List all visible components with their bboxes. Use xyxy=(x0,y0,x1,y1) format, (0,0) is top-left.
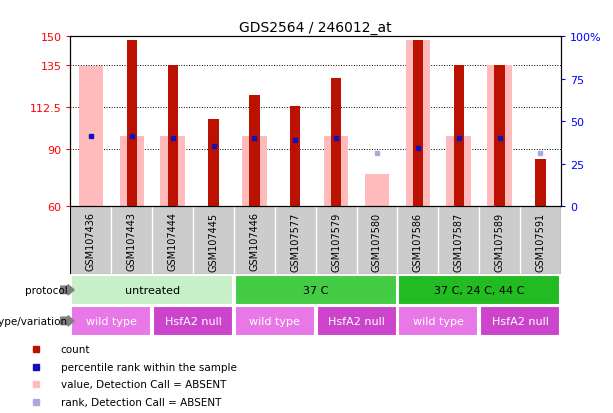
Text: count: count xyxy=(61,344,90,355)
Bar xyxy=(127,41,137,206)
Bar xyxy=(249,95,259,206)
Text: GSM107580: GSM107580 xyxy=(372,212,382,271)
Bar xyxy=(78,67,103,206)
Text: genotype/variation: genotype/variation xyxy=(0,316,67,326)
Text: GSM107579: GSM107579 xyxy=(331,212,341,271)
Text: HsfA2 null: HsfA2 null xyxy=(165,316,221,326)
Text: GSM107444: GSM107444 xyxy=(168,212,178,271)
Bar xyxy=(454,65,464,206)
Text: HsfA2 null: HsfA2 null xyxy=(492,316,549,326)
Text: GSM107446: GSM107446 xyxy=(249,212,259,271)
Text: 37 C, 24 C, 44 C: 37 C, 24 C, 44 C xyxy=(434,285,524,295)
Bar xyxy=(153,306,233,336)
Bar xyxy=(480,306,560,336)
Bar xyxy=(161,137,185,206)
Text: wild type: wild type xyxy=(413,316,463,326)
Bar xyxy=(167,65,178,206)
Bar xyxy=(316,306,397,336)
Text: untreated: untreated xyxy=(124,285,180,295)
Text: value, Detection Call = ABSENT: value, Detection Call = ABSENT xyxy=(61,379,226,389)
Bar xyxy=(398,306,478,336)
Bar xyxy=(235,306,315,336)
Text: wild type: wild type xyxy=(86,316,137,326)
Bar xyxy=(535,159,546,206)
Bar xyxy=(71,306,151,336)
Bar xyxy=(446,137,471,206)
Bar xyxy=(406,41,430,206)
Bar xyxy=(495,65,504,206)
Text: GSM107586: GSM107586 xyxy=(413,212,423,271)
Text: protocol: protocol xyxy=(25,285,67,295)
Text: rank, Detection Call = ABSENT: rank, Detection Call = ABSENT xyxy=(61,396,221,407)
Bar xyxy=(290,107,300,206)
Bar xyxy=(331,78,341,206)
Text: wild type: wild type xyxy=(249,316,300,326)
Text: HsfA2 null: HsfA2 null xyxy=(328,316,385,326)
Bar xyxy=(242,137,267,206)
Bar xyxy=(398,275,560,305)
Bar xyxy=(71,275,233,305)
Bar xyxy=(235,275,397,305)
Bar xyxy=(413,41,423,206)
Bar xyxy=(324,137,348,206)
Bar xyxy=(208,120,219,206)
Text: GSM107591: GSM107591 xyxy=(536,212,546,271)
Bar xyxy=(487,65,512,206)
Text: GSM107445: GSM107445 xyxy=(208,212,218,271)
Text: GSM107436: GSM107436 xyxy=(86,212,96,271)
Text: GSM107443: GSM107443 xyxy=(127,212,137,271)
Title: GDS2564 / 246012_at: GDS2564 / 246012_at xyxy=(240,21,392,35)
Text: percentile rank within the sample: percentile rank within the sample xyxy=(61,362,237,372)
Text: 37 C: 37 C xyxy=(303,285,329,295)
Text: GSM107589: GSM107589 xyxy=(495,212,504,271)
Text: GSM107587: GSM107587 xyxy=(454,212,463,271)
Bar xyxy=(365,175,389,206)
Bar xyxy=(120,137,144,206)
Text: GSM107577: GSM107577 xyxy=(291,212,300,271)
